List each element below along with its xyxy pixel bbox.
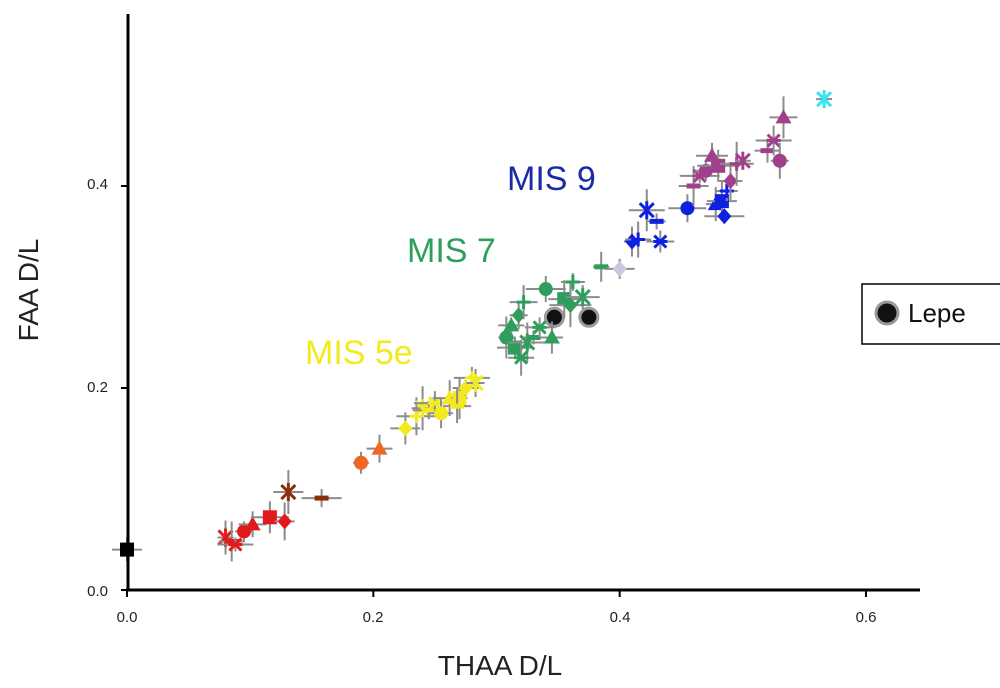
data-point	[451, 377, 468, 420]
data-point	[301, 489, 342, 508]
data-point	[770, 142, 789, 179]
annotation-mis-7: MIS 7	[407, 232, 496, 270]
data-point	[353, 451, 370, 474]
data-point	[524, 317, 555, 338]
data-point	[366, 434, 393, 463]
data-point	[628, 189, 665, 232]
data-point	[604, 258, 635, 279]
x-tick-label-1: 0.2	[363, 609, 384, 626]
legend: Lepe	[861, 283, 1000, 345]
data-point	[754, 138, 781, 163]
x-tick-label-2: 0.4	[610, 609, 631, 626]
y-tick-label-2: 0.4	[87, 176, 108, 193]
data-point	[578, 306, 600, 328]
annotation-mis-9: MIS 9	[507, 160, 596, 198]
data-point	[273, 470, 304, 515]
data-point	[238, 511, 267, 538]
data-point	[697, 149, 740, 182]
data-point	[565, 285, 600, 310]
data-point	[466, 368, 485, 397]
data-point	[525, 276, 566, 303]
legend-marker-lepe	[874, 300, 900, 326]
data-point	[549, 283, 592, 328]
data-point	[509, 301, 528, 330]
data-point	[498, 317, 525, 334]
data-point	[647, 213, 666, 230]
data-point	[509, 285, 538, 320]
x-tick-label-0: 0.0	[117, 609, 138, 626]
y-tick-label-1: 0.2	[87, 379, 108, 396]
x-tick-label-3: 0.6	[856, 609, 877, 626]
data-point	[704, 208, 745, 225]
data-point	[540, 321, 563, 354]
y-axis-title: FAA D/L	[13, 239, 44, 342]
data-point	[668, 194, 707, 223]
tick-marks	[121, 185, 867, 597]
data-point	[816, 90, 833, 109]
data-point	[390, 412, 421, 445]
data-point	[625, 221, 652, 258]
data-points	[112, 90, 833, 562]
data-point	[769, 96, 798, 139]
data-point	[718, 161, 743, 200]
axes	[126, 14, 920, 592]
data-point	[593, 251, 610, 282]
data-point	[646, 230, 675, 253]
annotation-mis-5e: MIS 5e	[305, 334, 413, 372]
data-point	[443, 389, 472, 424]
data-point	[543, 306, 565, 328]
data-point	[217, 537, 254, 552]
data-point	[678, 166, 709, 206]
data-point	[560, 272, 585, 291]
data-point	[755, 125, 792, 156]
data-point	[274, 502, 295, 541]
y-tick-label-0: 0.0	[87, 583, 108, 600]
data-point	[719, 141, 754, 186]
data-point	[734, 151, 751, 170]
data-point	[452, 380, 479, 396]
x-axis-title: THAA D/L	[438, 650, 562, 681]
data-point	[508, 339, 535, 376]
legend-label-lepe: Lepe	[908, 298, 966, 328]
